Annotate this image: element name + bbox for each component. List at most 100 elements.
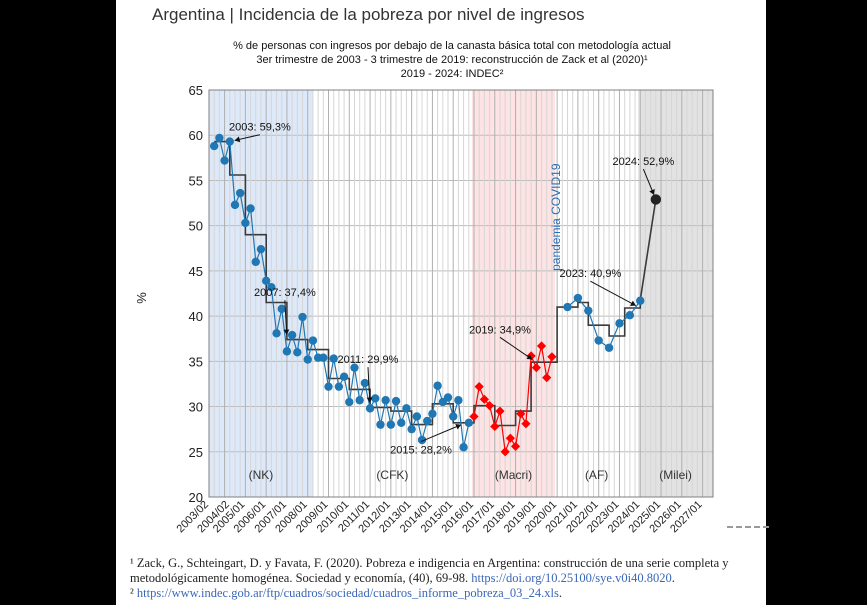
period-band-4 <box>638 90 713 497</box>
series-2-point-0 <box>563 302 572 312</box>
y-tick-label-8: 60 <box>189 128 203 143</box>
series-0-point-18 <box>303 355 312 364</box>
series-1-point-4 <box>490 421 500 432</box>
series-0-point-38 <box>407 424 416 434</box>
annotation-arrow-head-5 <box>630 300 636 306</box>
y-tick-label-9: 65 <box>189 83 203 98</box>
series-0-point-33 <box>381 396 390 405</box>
grid-lines <box>208 89 714 498</box>
x-tick-labels: 2003/022004/022005/012006/012007/012008/… <box>175 499 705 536</box>
annotation-arrow-head-2 <box>366 397 373 403</box>
series-0-point-17 <box>298 312 307 322</box>
series-2-point-4 <box>604 343 614 352</box>
period-label-0: (NK) <box>249 468 274 482</box>
footnote-1-tail: . <box>671 571 675 585</box>
series-0-point-5 <box>235 188 245 198</box>
series-0-point-1 <box>215 133 224 143</box>
series-2-point-3 <box>594 336 603 345</box>
y-tick-label-6: 50 <box>189 219 203 234</box>
series-0-point-10 <box>261 276 271 286</box>
data-series <box>209 133 662 457</box>
annotation-label-3: 2015: 28,2% <box>390 445 452 457</box>
series-0-point-48 <box>459 443 468 452</box>
chart-subtitle-line-3: 2019 - 2024: INDEC² <box>401 68 504 80</box>
annotation-label-4: 2019: 34,9% <box>469 324 531 336</box>
series-0-point-9 <box>256 244 266 254</box>
y-tick-label-0: 20 <box>189 490 203 505</box>
series-2-point-2 <box>584 306 593 315</box>
series-0-point-28 <box>355 396 364 405</box>
series-3-point-0 <box>650 194 662 205</box>
annotation-arrow-line-5 <box>590 280 637 307</box>
series-1-point-8 <box>510 441 521 451</box>
series-0-point-24 <box>334 382 344 391</box>
footnote-1: ¹ Zack, G., Schteingart, D. y Favata, F.… <box>130 556 760 586</box>
series-2-point-7 <box>636 296 645 305</box>
series-1-point-5 <box>495 406 505 416</box>
series-0-point-36 <box>397 418 406 428</box>
footnote-2-tail: . <box>558 586 562 600</box>
series-2-point-6 <box>625 311 635 320</box>
series-0-point-6 <box>241 218 250 228</box>
series-0-point-14 <box>282 347 292 356</box>
series-0-point-45 <box>443 393 453 402</box>
y-tick-label-1: 25 <box>189 445 203 460</box>
annotation-label-2: 2011: 29,9% <box>338 354 399 366</box>
pandemic-covid-label: pandemia COVID19 <box>549 163 563 271</box>
annotation-arrow-head-1 <box>283 329 290 335</box>
chart-subtitle-line-2: 3er trimestre de 2003 - 3 trimestre de 2… <box>256 54 648 66</box>
series-0-point-37 <box>402 404 411 413</box>
plot-border <box>208 89 714 498</box>
series-0-point-32 <box>376 420 385 429</box>
poverty-chart: Argentina | Incidencia de la pobreza por… <box>134 5 714 536</box>
plot-frame <box>208 89 714 498</box>
y-tick-label-4: 40 <box>189 309 203 324</box>
series-0-point-22 <box>324 382 333 391</box>
series-0-point-35 <box>391 396 401 406</box>
annotation-arrow-line-3 <box>420 424 462 443</box>
series-0-point-41 <box>423 416 432 426</box>
series-2-point-5 <box>615 319 624 328</box>
series-0-point-49 <box>464 418 473 428</box>
doi-link[interactable]: https://doi.org/10.25100/sye.v0i40.8020 <box>471 571 672 585</box>
series-1-point-1 <box>474 382 484 392</box>
footnote-2: ² https://www.indec.gob.ar/ftp/cuadros/s… <box>130 586 760 601</box>
annotation-arrow-head-3 <box>455 423 462 430</box>
annotation-arrow-head-0 <box>234 136 241 143</box>
series-0-point-21 <box>319 353 328 362</box>
series-0-point-11 <box>267 282 276 292</box>
series-0-point-31 <box>371 394 380 403</box>
series-2-point-1 <box>573 293 583 303</box>
series-1-point-7 <box>505 433 515 443</box>
dashed-separator <box>727 526 769 528</box>
series-1-point-11 <box>526 351 536 361</box>
series-0-point-43 <box>433 381 442 390</box>
series-1-point-12 <box>531 363 541 373</box>
series-0-point-29 <box>360 378 370 388</box>
series-0-point-15 <box>287 330 297 340</box>
chart-subtitle-line-1: % de personas con ingresos por debajo de… <box>233 40 671 52</box>
series-0-point-30 <box>365 404 375 413</box>
footnote-1-text: ¹ Zack, G., Schteingart, D. y Favata, F.… <box>130 556 729 585</box>
y-tick-label-5: 45 <box>189 264 203 279</box>
series-0-point-12 <box>272 329 281 338</box>
series-0-point-26 <box>345 397 354 407</box>
series-0-point-13 <box>277 304 286 314</box>
annotation-label-6: 2024: 52,9% <box>612 156 674 168</box>
series-1-point-6 <box>500 447 510 457</box>
series-0-point-39 <box>412 412 422 421</box>
series-1-point-15 <box>547 352 557 362</box>
y-tick-labels: 20 25 30 35 40 45 50 55 60 65 <box>189 83 203 505</box>
y-tick-label-7: 55 <box>189 173 203 188</box>
y-tick-label-3: 35 <box>189 354 203 369</box>
indec-link[interactable]: https://www.indec.gob.ar/ftp/cuadros/soc… <box>136 586 559 600</box>
series-0-point-7 <box>246 204 255 213</box>
series-1-point-14 <box>542 373 552 383</box>
series-0-point-27 <box>350 363 359 372</box>
series-0-point-2 <box>220 156 229 165</box>
annotation-label-0: 2003: 59,3% <box>229 122 291 134</box>
period-label-2: (Macri) <box>495 468 532 482</box>
annotation-arrow-head-6 <box>649 189 655 195</box>
series-1-point-2 <box>479 394 489 404</box>
series-0-point-19 <box>308 336 318 345</box>
